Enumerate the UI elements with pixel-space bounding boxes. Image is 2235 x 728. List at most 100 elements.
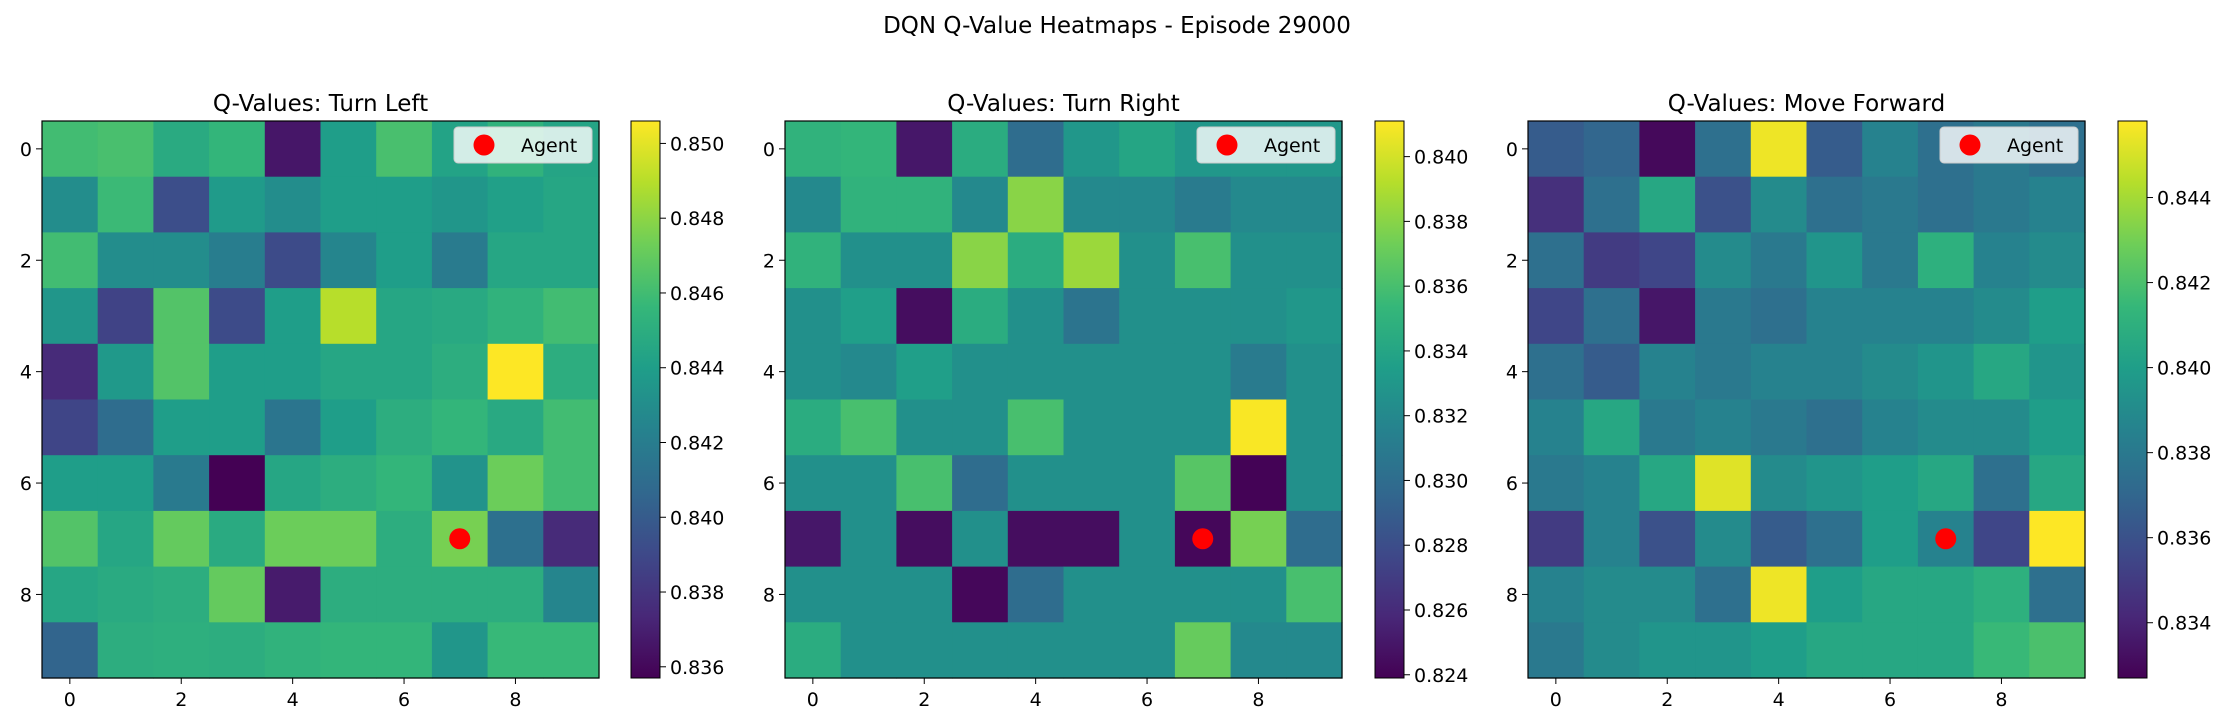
heatmap-cell xyxy=(1973,343,2030,401)
colorbar-tick-label: 0.832 xyxy=(1414,406,1468,428)
colorbar-tick-label: 0.848 xyxy=(670,208,724,230)
heatmap-cell xyxy=(1862,455,1919,512)
heatmap-cell xyxy=(1806,510,1863,568)
heatmap-cell xyxy=(952,622,1009,679)
heatmap-cell xyxy=(97,232,154,289)
heatmap-cell xyxy=(1063,232,1120,289)
heatmap-cell xyxy=(1806,455,1863,512)
heatmap-cell xyxy=(153,455,210,512)
heatmap-cell xyxy=(376,232,433,289)
legend-agent-icon xyxy=(473,134,495,156)
heatmap-cell xyxy=(320,176,377,233)
heatmap-cell xyxy=(1230,510,1287,568)
heatmap-cell xyxy=(840,232,897,289)
heatmap-cell xyxy=(2029,343,2086,401)
y-tick-label: 8 xyxy=(20,584,32,606)
heatmap-cell xyxy=(543,176,600,233)
heatmap-cell xyxy=(1973,566,2030,623)
heatmap-cell xyxy=(1063,510,1120,568)
heatmap-cell xyxy=(785,176,842,233)
colorbar-tick-label: 0.838 xyxy=(1414,211,1468,233)
heatmap-cell xyxy=(896,288,953,345)
heatmap-cell xyxy=(1230,232,1287,289)
heatmap-cell xyxy=(1639,455,1696,512)
heatmap-cell xyxy=(97,510,154,568)
heatmap-cell xyxy=(264,399,322,456)
heatmap-cell xyxy=(952,343,1009,401)
heatmap-cell xyxy=(1063,566,1120,623)
heatmap-cell xyxy=(320,622,377,679)
heatmap-cell xyxy=(1230,566,1287,623)
heatmap-cell xyxy=(896,566,953,623)
heatmap-cell xyxy=(1806,399,1863,456)
colorbar-tick-label: 0.840 xyxy=(2157,358,2211,380)
heatmap-cell xyxy=(1639,566,1696,623)
heatmap-cell xyxy=(1862,399,1919,456)
heatmap-cell xyxy=(785,622,842,679)
heatmap-cell xyxy=(1063,121,1120,178)
legend-label: Agent xyxy=(2007,135,2063,157)
heatmap-cell xyxy=(1862,121,1919,178)
heatmap-cell xyxy=(1119,566,1176,623)
heatmap-cell xyxy=(1917,288,1975,345)
heatmap-cell xyxy=(97,399,154,456)
heatmap-cell xyxy=(264,288,322,345)
heatmap-cell xyxy=(1806,232,1863,289)
heatmap-cell xyxy=(1174,455,1232,512)
heatmap-cell xyxy=(431,288,489,345)
x-tick-label: 0 xyxy=(1550,689,1562,711)
heatmap-cell xyxy=(952,399,1009,456)
heatmap-cell xyxy=(1230,288,1287,345)
heatmap-cell xyxy=(1174,288,1232,345)
heatmap-cell xyxy=(97,622,154,679)
heatmap-cell xyxy=(1063,343,1120,401)
colorbar xyxy=(1374,120,1405,679)
heatmap-cell xyxy=(1174,622,1232,679)
heatmap-cell xyxy=(1695,121,1752,178)
heatmap-cell xyxy=(264,455,322,512)
heatmap-cell xyxy=(320,455,377,512)
heatmap-cell xyxy=(1286,510,1343,568)
heatmap-cell xyxy=(1119,176,1176,233)
heatmap-cell xyxy=(1528,176,1585,233)
heatmap-cell xyxy=(209,288,266,345)
heatmap-cell xyxy=(97,176,154,233)
heatmap-cell xyxy=(2029,566,2086,623)
heatmap-cell xyxy=(264,566,322,623)
heatmap-cell xyxy=(42,343,99,401)
heatmap-cell xyxy=(785,566,842,623)
heatmap-cell xyxy=(487,232,544,289)
heatmap-cell xyxy=(785,121,842,178)
heatmap-cell xyxy=(42,399,99,456)
panel-title: Q-Values: Turn Right xyxy=(947,91,1180,117)
heatmap-cell xyxy=(153,176,210,233)
heatmap-cell xyxy=(487,399,544,456)
legend-agent-icon xyxy=(1216,134,1238,156)
heatmap-cell xyxy=(1286,288,1343,345)
heatmap-cell xyxy=(320,121,377,178)
heatmap-cell xyxy=(1695,343,1752,401)
heatmap-cell xyxy=(1806,622,1863,679)
colorbar-tick-label: 0.834 xyxy=(2157,613,2211,635)
x-tick-label: 6 xyxy=(1884,689,1896,711)
heatmap-cell xyxy=(896,399,953,456)
heatmap-cell xyxy=(2029,288,2086,345)
heatmap-cell xyxy=(1973,455,2030,512)
colorbar-tick-label: 0.844 xyxy=(2157,188,2211,210)
heatmap-cell xyxy=(1119,510,1176,568)
heatmap-cell xyxy=(209,121,266,178)
heatmap-cell xyxy=(1286,399,1343,456)
colorbar-tick-label: 0.836 xyxy=(670,657,724,679)
heatmap-cell xyxy=(840,455,897,512)
heatmap-cell xyxy=(840,399,897,456)
heatmap-cell xyxy=(1528,343,1585,401)
heatmap-cell xyxy=(1806,176,1863,233)
heatmap-cell xyxy=(431,399,489,456)
x-tick-label: 6 xyxy=(398,689,410,711)
heatmap-cell xyxy=(1119,622,1176,679)
heatmap-cell xyxy=(543,288,600,345)
heatmap-frame xyxy=(784,120,1343,679)
y-tick-label: 8 xyxy=(1506,584,1518,606)
heatmap-cell xyxy=(1750,510,1808,568)
